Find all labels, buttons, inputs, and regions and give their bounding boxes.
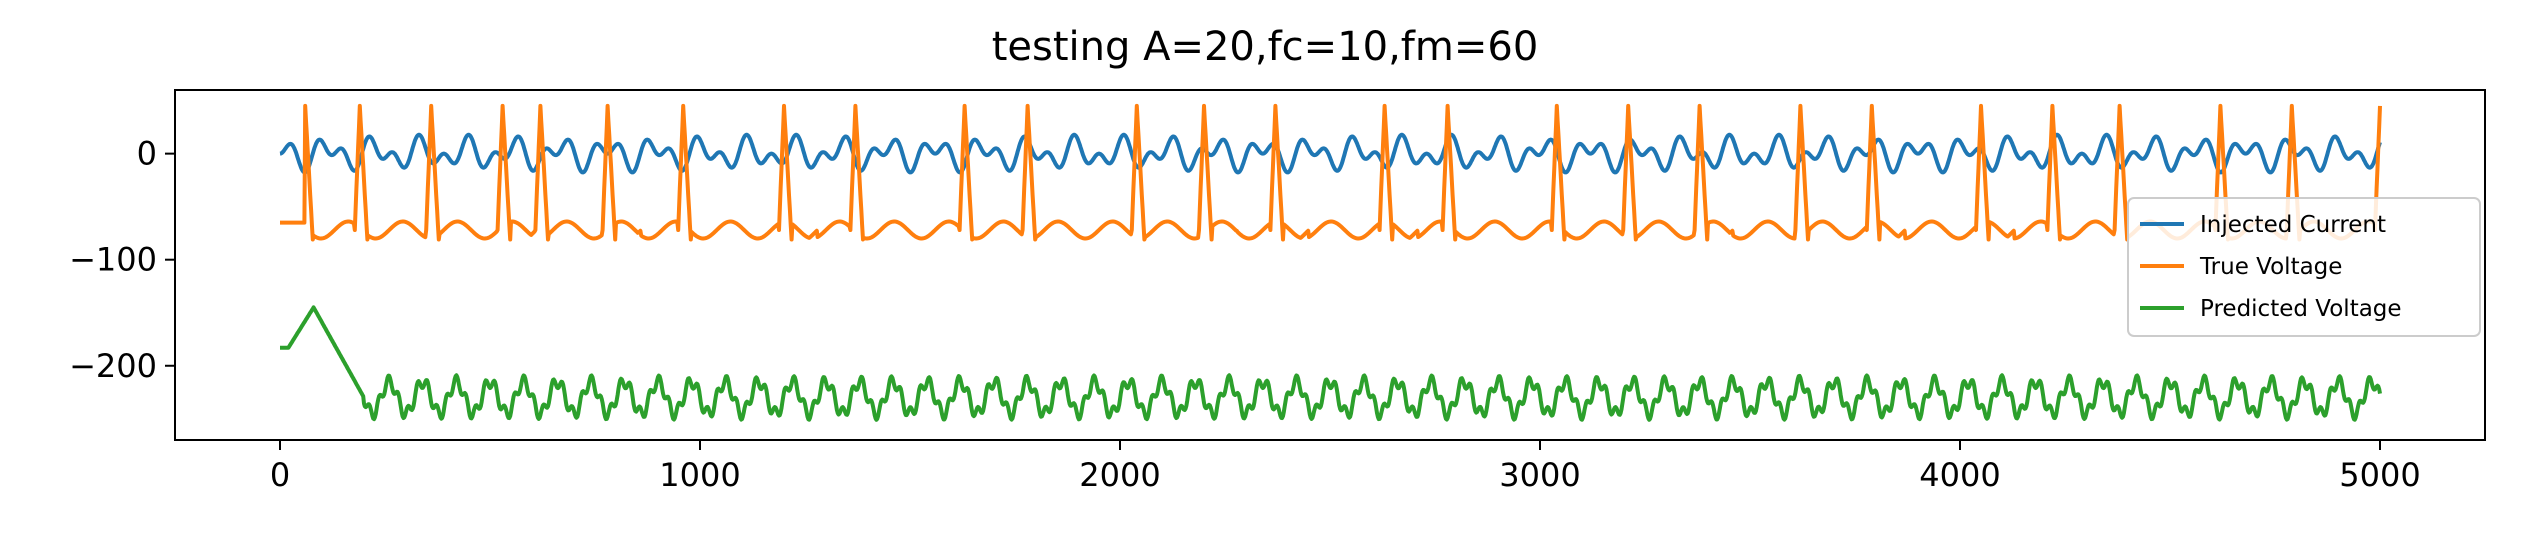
x-tick-label: 0 [270, 456, 290, 494]
legend: Injected Current True Voltage Predicted Vo… [2127, 197, 2481, 337]
y-tick-label: 0 [137, 135, 157, 173]
x-tick-label: 2000 [1079, 456, 1160, 494]
series-line-1 [278, 103, 2382, 242]
chart-title: testing A=20,fc=10,fm=60 [992, 24, 1539, 70]
series-layer [278, 103, 2382, 422]
x-tick-label: 3000 [1499, 456, 1580, 494]
legend-label: Predicted Voltage [2200, 296, 2402, 322]
legend-label: True Voltage [2199, 254, 2342, 280]
x-tick-label: 5000 [2339, 456, 2420, 494]
plot-frame [174, 89, 2486, 441]
y-tick-label: −200 [69, 347, 157, 385]
legend-label: Injected Current [2200, 212, 2386, 238]
x-tick-label: 1000 [659, 456, 740, 494]
series-line-0 [278, 132, 2382, 175]
axis-layer: 0 1000 2000 3000 4000 5000 0 −100 −200 [69, 135, 2421, 494]
y-tick-label: −100 [69, 241, 157, 279]
legend-box [2127, 197, 2481, 337]
series-line-2 [278, 305, 2382, 422]
x-tick-label: 4000 [1919, 456, 2000, 494]
